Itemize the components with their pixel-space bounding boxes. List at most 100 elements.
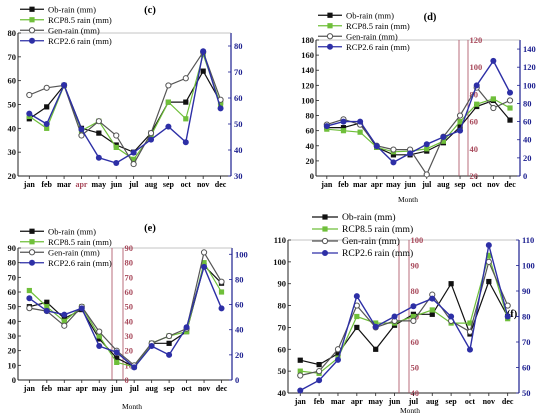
legend-swatch-marker [327, 12, 333, 18]
right-tick-label: 100 [523, 80, 536, 90]
data-point-series-3 [390, 146, 397, 153]
legend-label: RCP8.5 rain (mm) [48, 15, 112, 25]
data-point-series-2 [131, 156, 137, 162]
right-tick-label: 0 [235, 375, 239, 385]
data-point-series-4 [391, 313, 398, 320]
legend-swatch-marker [321, 237, 329, 245]
right-tick-label: 80 [522, 312, 531, 322]
x-tick-label: jul [421, 180, 432, 189]
panel-label-c: (c) [144, 5, 156, 16]
data-point-series-2 [457, 119, 463, 125]
data-point-series-4 [473, 82, 480, 89]
data-point-series-1 [61, 315, 67, 321]
right-tick-label: 80 [234, 41, 243, 51]
data-point-series-2 [440, 138, 446, 144]
left-tick-label: 60 [8, 287, 17, 297]
right-tick-label: 60 [234, 93, 243, 103]
data-point-series-1 [44, 299, 50, 305]
x-tick-label: dec [502, 397, 514, 406]
data-point-series-1 [354, 324, 360, 331]
data-point-series-3 [456, 112, 464, 119]
data-point-series-2 [297, 368, 303, 374]
data-point-series-3 [96, 328, 103, 335]
x-tick-label: jan [23, 180, 36, 189]
x-tick-label: jan [320, 180, 333, 189]
data-point-series-2 [96, 333, 102, 339]
data-point-series-4 [373, 143, 380, 150]
data-point-series-2 [490, 96, 496, 102]
right-tick-label: 110 [522, 235, 534, 245]
data-point-series-4 [131, 364, 138, 371]
legend-label: Ob-rain (mm) [342, 212, 396, 223]
data-point-series-4 [440, 134, 447, 141]
data-point-series-4 [148, 136, 155, 143]
right-tick-label: 80 [235, 274, 244, 284]
data-point-series-4 [507, 89, 514, 96]
data-point-series-4 [372, 323, 379, 330]
legend-swatch-marker [326, 33, 334, 40]
data-point-series-3 [485, 258, 492, 265]
right-tick-label: 40 [523, 135, 532, 145]
x-tick-label: oct [181, 384, 192, 393]
panel-label-d: (d) [424, 12, 437, 23]
data-point-series-3 [506, 97, 514, 104]
x-tick-label: may [368, 397, 383, 406]
left-tick-label: 30 [8, 331, 17, 341]
data-point-series-4 [130, 149, 137, 156]
x-tick-label: jan [294, 397, 307, 406]
left-tick-label: 50 [8, 100, 17, 110]
left-tick-label: 80 [278, 301, 287, 311]
left-tick-label: 40 [306, 141, 315, 151]
left-tick-label: 30 [8, 147, 17, 157]
data-point-series-3 [334, 346, 342, 353]
data-point-series-2 [114, 359, 120, 365]
right-tick-label: 60 [235, 300, 244, 310]
x-tick-label: nov [198, 384, 210, 393]
data-point-series-4 [43, 307, 50, 314]
data-point-series-4 [182, 139, 189, 146]
data-point-series-3 [166, 332, 173, 340]
data-point-series-4 [429, 295, 436, 302]
x-tick-label: jun [403, 180, 416, 189]
data-point-series-3 [26, 91, 33, 99]
data-point-series-4 [217, 105, 224, 112]
left-tick-label: 20 [8, 346, 17, 356]
series-line-2 [300, 253, 509, 374]
data-point-series-2 [486, 252, 492, 258]
data-point-series-2 [410, 313, 416, 320]
legend-swatch-marker [322, 226, 328, 232]
data-point-series-3 [130, 160, 137, 168]
x-tick-label: sep [163, 180, 175, 189]
data-point-series-2 [467, 320, 473, 326]
data-point-series-2 [340, 128, 347, 134]
legend-swatch-marker [29, 6, 35, 12]
data-point-series-4 [466, 346, 473, 353]
data-point-series-1 [390, 152, 397, 158]
band-tick-label: 30 [125, 331, 134, 341]
band-tick-label: 80 [411, 286, 420, 296]
band-tick-label: 60 [411, 337, 420, 347]
x-tick-label: apr [371, 180, 383, 189]
data-point-series-1 [335, 351, 341, 357]
x-tick-label: apr [75, 180, 87, 189]
data-point-series-4 [448, 313, 455, 320]
band-tick-label: 50 [411, 363, 420, 373]
legend-label: RCP2.6 rain (mm) [342, 248, 413, 259]
legend-label: Gen-rain (mm) [346, 31, 398, 41]
right-tick-label: 140 [523, 44, 536, 54]
data-point-series-3 [43, 84, 50, 91]
legend-label: RCP8.5 rain (mm) [342, 224, 413, 235]
left-tick-label: 90 [8, 243, 17, 253]
legend-swatch-marker [28, 249, 36, 256]
data-point-series-2 [217, 101, 224, 108]
data-point-series-4 [26, 110, 33, 117]
band-tick-label: 60 [470, 117, 479, 127]
left-tick-label: 0 [310, 171, 314, 181]
x-tick-label: aug [437, 180, 449, 189]
band-tick-label: 0 [125, 375, 129, 385]
data-point-series-4 [485, 242, 492, 249]
data-point-series-4 [490, 57, 497, 64]
x-tick-label: apr [76, 384, 88, 393]
legend-swatch-marker [29, 239, 35, 245]
data-point-series-1 [183, 99, 189, 105]
